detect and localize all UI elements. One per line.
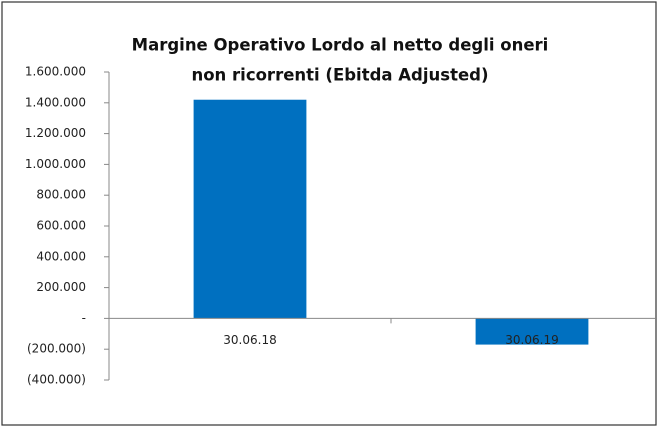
chart-title: non ricorrenti (Ebitda Adjusted) (191, 66, 488, 85)
bar (193, 99, 307, 319)
y-tick-label: 1.000.000 (25, 157, 86, 171)
y-tick-label: (200.000) (27, 342, 86, 356)
y-tick-label: 1.400.000 (25, 95, 86, 109)
y-tick-label: 1.600.000 (25, 65, 86, 79)
x-tick-label: 30.06.18 (223, 333, 276, 347)
x-tick-label: 30.06.19 (505, 333, 558, 347)
y-tick-label: 600.000 (36, 219, 86, 233)
y-tick-label: (400.000) (27, 373, 86, 387)
y-tick-label: 400.000 (36, 249, 86, 263)
y-tick-label: - (82, 311, 86, 325)
y-tick-label: 1.200.000 (25, 126, 86, 140)
bar (475, 318, 589, 345)
y-tick-label: 800.000 (36, 188, 86, 202)
y-tick-label: 200.000 (36, 280, 86, 294)
chart-title: Margine Operativo Lordo al netto degli o… (132, 36, 549, 55)
